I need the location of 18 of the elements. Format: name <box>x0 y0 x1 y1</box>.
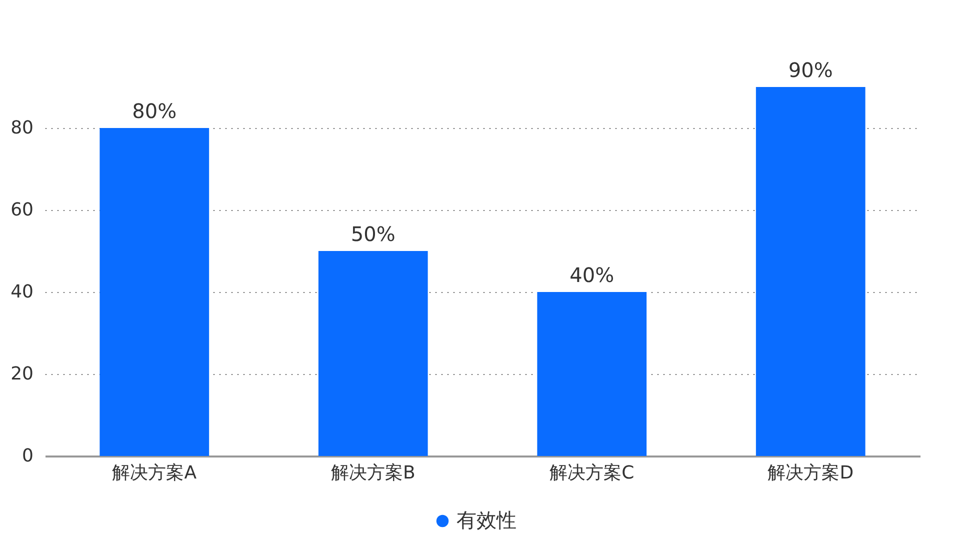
bar <box>537 292 647 456</box>
data-label: 40% <box>570 263 614 287</box>
bar <box>100 128 210 456</box>
legend-label: 有效性 <box>456 508 516 532</box>
x-tick-label: 解决方案A <box>112 462 198 484</box>
data-label: 50% <box>350 222 396 246</box>
y-tick-label: 60 <box>10 200 34 220</box>
y-tick-label: 0 <box>22 446 34 466</box>
y-tick-label: 20 <box>10 364 34 384</box>
y-tick-label: 40 <box>10 282 34 302</box>
bar <box>756 87 866 456</box>
y-tick-label: 80 <box>10 118 34 138</box>
x-tick-label: 解决方案D <box>768 462 854 484</box>
data-label: 80% <box>132 99 177 123</box>
bar <box>318 251 428 456</box>
x-tick-label: 解决方案C <box>550 462 634 484</box>
x-tick-label: 解决方案B <box>330 462 416 484</box>
data-label: 90% <box>788 58 833 82</box>
